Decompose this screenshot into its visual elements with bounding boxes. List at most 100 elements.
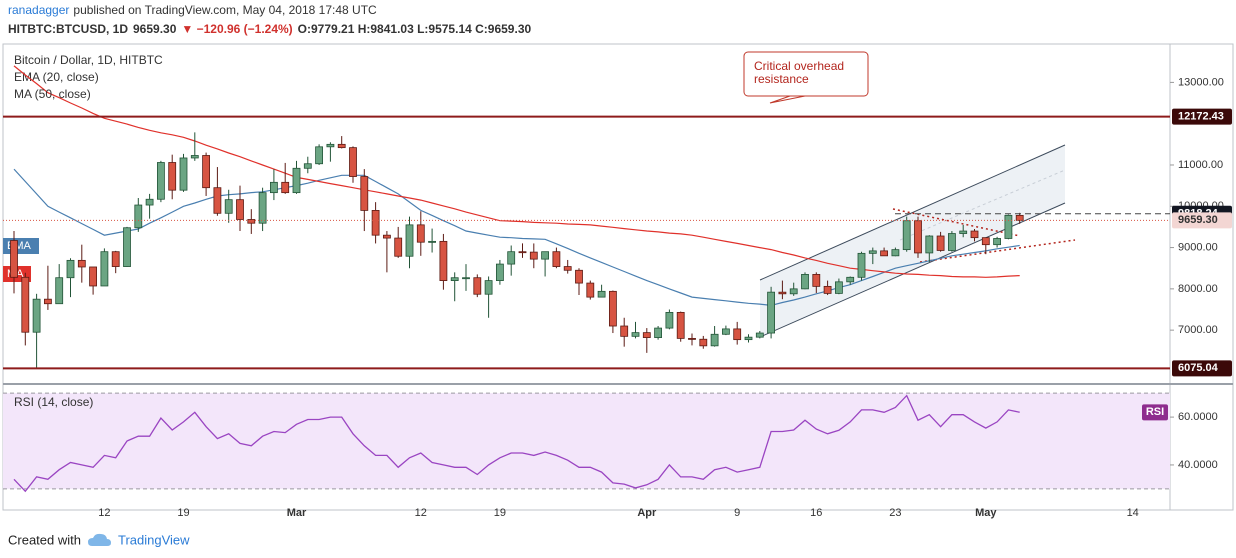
candle-body: [416, 224, 425, 243]
candle-body: [394, 237, 403, 257]
created-with: Created with: [8, 532, 81, 547]
candle-body: [428, 240, 437, 243]
level-label: 12172.43: [1178, 110, 1224, 122]
wedge-upper: [892, 208, 1021, 237]
candle-body: [462, 277, 470, 280]
y-tick-label: 11000.00: [1178, 159, 1223, 171]
candle-body: [529, 251, 538, 260]
legend-entry: MA (50, close): [14, 87, 91, 101]
candle-body: [676, 311, 685, 339]
candle-body: [292, 167, 301, 194]
candle-body: [303, 163, 312, 169]
indicator-line: [13, 65, 1020, 278]
candle-body: [495, 263, 504, 281]
level-label-bg: [1172, 360, 1232, 377]
candle-body: [371, 210, 380, 236]
candle-body: [620, 325, 629, 337]
candle-body: [733, 328, 742, 341]
level-label: 6075.04: [1178, 362, 1219, 374]
candle-body: [202, 155, 211, 189]
candle-body: [654, 327, 662, 338]
y-tick-label: 7000.00: [1178, 324, 1218, 336]
candle-body: [269, 181, 278, 194]
rsi-tag: RSI: [1146, 406, 1164, 418]
ohlc: O:9779.21 H:9841.03 L:9575.14 C:9659.30: [298, 22, 532, 36]
candle-body: [722, 328, 730, 335]
candle-body: [948, 233, 956, 251]
candle-body: [450, 277, 459, 281]
footer: Created with TradingView: [8, 532, 190, 547]
candle-body: [936, 235, 945, 251]
level-label: 9659.30: [1178, 214, 1218, 226]
candle-body: [902, 220, 911, 251]
x-tick-label: 16: [810, 507, 822, 519]
rsi-line: [13, 394, 1020, 493]
candle-body: [382, 234, 391, 239]
candle-body: [281, 181, 290, 194]
legend-entry: EMA (20, close): [14, 70, 99, 84]
candle-body: [597, 290, 606, 298]
candle-body: [835, 281, 843, 294]
candle-body: [145, 198, 154, 206]
x-tick-label: 12: [98, 507, 110, 519]
annotation: Critical overhead resistance: [743, 51, 869, 104]
rsi-tag-bg: [1142, 404, 1168, 421]
candle-body: [258, 192, 267, 224]
candle-body: [891, 249, 900, 257]
logo: [88, 533, 111, 546]
candle-body: [925, 235, 934, 254]
y-tick-label: 40.0000: [1178, 459, 1218, 471]
y-tick-label: 60.0000: [1178, 411, 1218, 423]
change: ▼ −120.96 (−1.24%): [181, 22, 292, 36]
author[interactable]: ranadagger: [8, 3, 69, 17]
rsi-band: [3, 393, 1170, 489]
candle-body: [857, 252, 866, 278]
candle-body: [880, 250, 888, 257]
x-tick-label: May: [975, 507, 997, 519]
candle-body: [349, 147, 357, 177]
candle-body: [168, 162, 177, 191]
candle-body: [767, 291, 775, 334]
candle-body: [89, 266, 97, 287]
x-tick-label: 9: [734, 507, 740, 519]
last-price: 9659.30: [133, 22, 177, 36]
x-tick-label: 19: [177, 507, 189, 519]
candle-body: [236, 199, 244, 220]
candle-body: [631, 332, 640, 337]
symbol: HITBTC:BTCUSD, 1D: [8, 22, 128, 36]
candle-body: [823, 285, 832, 294]
candle-body: [688, 338, 696, 340]
candle-body: [247, 219, 256, 224]
annotation-box: [743, 51, 869, 97]
y-tick-label: 9000.00: [1178, 241, 1218, 253]
candle-body: [755, 332, 764, 338]
level-label-bg: [1172, 108, 1232, 125]
y-tick-label: 8000.00: [1178, 283, 1218, 295]
candle-body: [812, 274, 821, 287]
brand[interactable]: TradingView: [118, 532, 190, 547]
candle-body: [134, 204, 143, 229]
candle-body: [778, 291, 787, 295]
candle-body: [360, 176, 369, 211]
candle-body: [111, 251, 120, 267]
candle-body: [609, 290, 617, 327]
candle-body: [993, 238, 1001, 246]
level-label-bg: [1172, 212, 1232, 229]
candle-body: [575, 269, 583, 284]
candle-body: [518, 251, 527, 254]
x-tick-label: Apr: [637, 507, 657, 519]
annotation-text: Critical overhead: [754, 59, 844, 73]
x-tick-label: 12: [415, 507, 427, 519]
candle-body: [970, 230, 979, 239]
candle-body: [337, 143, 346, 149]
x-tick-label: 23: [889, 507, 901, 519]
candle-body: [801, 274, 809, 290]
candle-body: [315, 146, 324, 165]
rsi-title: RSI (14, close): [14, 395, 93, 409]
y-tick-label: 13000.00: [1178, 76, 1224, 88]
candle-body: [552, 251, 561, 267]
channel-lower: [759, 202, 1066, 338]
candle-body: [55, 277, 64, 305]
candle-body: [507, 251, 516, 265]
